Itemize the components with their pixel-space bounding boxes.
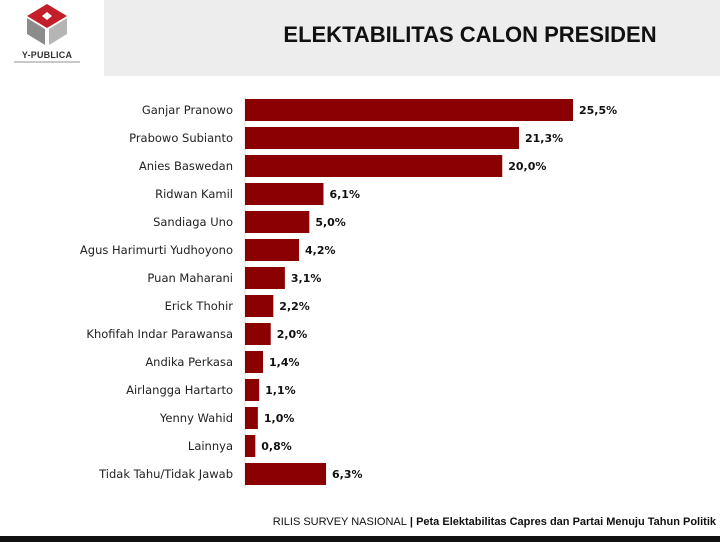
category-label: Sandiaga Uno [153,215,233,229]
data-label: 0,8% [261,440,292,453]
footer-prefix: RILIS SURVEY NASIONAL [272,516,407,528]
bar [245,323,271,345]
category-label: Ganjar Pranowo [142,103,233,117]
data-label: 20,0% [508,160,546,173]
data-label: 6,1% [329,188,360,201]
category-label: Prabowo Subianto [129,131,233,145]
bar [245,295,274,317]
bar [245,379,260,401]
data-label: 6,3% [332,468,363,481]
footer-separator: | [406,516,417,528]
logo-text: Y-PUBLICA [21,50,73,60]
data-label: 4,2% [305,244,336,257]
y-publica-logo-icon [27,4,67,45]
data-label: 5,0% [315,216,346,229]
data-label: 1,1% [265,384,296,397]
category-label: Anies Baswedan [139,159,233,173]
category-label: Khofifah Indar Parawansa [86,327,233,341]
bar [245,463,327,485]
bar [245,351,264,373]
data-label: 2,0% [277,328,308,341]
bar [245,99,573,121]
bar [245,435,256,457]
bar-chart: Ganjar Pranowo 25,5% Prabowo Subianto 21,3%… [80,96,617,488]
category-label: Airlangga Hartarto [126,383,233,397]
bar [245,267,285,289]
footer-caption: RILIS SURVEY NASIONAL | Peta Elektabilit… [0,516,716,528]
bar [245,183,324,205]
category-label: Agus Harimurti Yudhoyono [80,243,233,257]
logo-panel: Y-PUBLICA [0,0,104,76]
bar [245,127,519,149]
footer-subtitle: Peta Elektabilitas Capres dan Partai Men… [416,516,716,528]
data-label: 1,0% [264,412,295,425]
category-label: Erick Thohir [165,299,234,313]
category-label: Andika Perkasa [145,355,233,369]
logo-tagline [14,61,80,63]
header-band: Y-PUBLICA ELEKTABILITAS CALON PRESIDEN [0,0,720,76]
bottom-rule [0,536,720,542]
page-title: ELEKTABILITAS CALON PRESIDEN [283,22,657,47]
category-label: Yenny Wahid [159,411,233,425]
bar [245,211,310,233]
data-label: 1,4% [269,356,300,369]
bar [245,407,258,429]
category-label: Tidak Tahu/Tidak Jawab [98,467,233,481]
category-label: Lainnya [188,439,233,453]
data-label: 21,3% [525,132,563,145]
category-label: Puan Maharani [147,271,233,285]
data-label: 3,1% [291,272,322,285]
bar [245,155,503,177]
data-label: 2,2% [279,300,310,313]
bar [245,239,300,261]
data-label: 25,5% [579,104,617,117]
category-label: Ridwan Kamil [155,187,233,201]
